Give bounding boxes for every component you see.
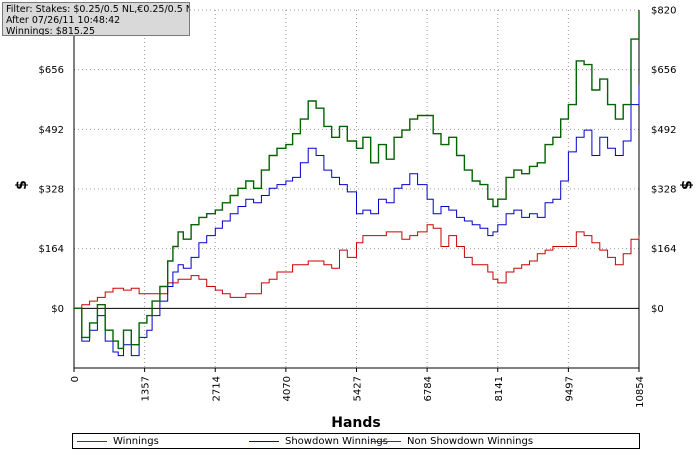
y-tick-label-right: $164 (651, 244, 676, 255)
series-lines (74, 11, 640, 357)
y-axis-label-left: $ (14, 180, 30, 190)
x-tick-label: 1357 (141, 376, 152, 401)
series-line-non-showdown-winnings (74, 224, 640, 309)
filter-info-box: Filter: Stakes: $0.25/0.5 NL,€0.25/0.5 N… (2, 2, 190, 36)
y-tick-label-right: $492 (651, 125, 676, 136)
series-line-winnings (74, 11, 640, 350)
legend-label-showdown: Showdown Winnings (285, 436, 388, 447)
y-ticks-right: $820 $656 $492 $328 $164 $0 (651, 6, 676, 315)
x-axis-label: Hands (331, 415, 381, 431)
filter-text: Filter: Stakes: $0.25/0.5 NL,€0.25/0.5 N… (6, 4, 190, 15)
series-line-showdown-winnings (74, 84, 640, 357)
y-tick-label-right: $328 (651, 185, 676, 196)
x-tick-label: 6784 (423, 376, 434, 401)
legend-item-winnings: Winnings (77, 435, 159, 448)
x-tick-label: 2714 (211, 376, 222, 401)
y-tick-label-right: $656 (651, 65, 676, 76)
y-tick-label-left: $656 (39, 65, 64, 76)
x-tick-label: 4070 (282, 376, 293, 401)
y-tick-label-right: $820 (651, 6, 676, 17)
legend: Winnings Showdown Winnings Non Showdown … (72, 433, 640, 449)
x-ticks: 0 1357 2714 4070 5427 6784 8141 9497 10854 (70, 368, 646, 408)
y-tick-label-left: $164 (39, 244, 64, 255)
x-tick-label: 5427 (353, 376, 364, 401)
y-tick-label-left: $328 (39, 185, 64, 196)
y-tick-label-left: $0 (51, 304, 64, 315)
winnings-total-text: Winnings: $815.25 (6, 26, 96, 36)
legend-swatch-non-showdown (371, 440, 401, 442)
x-tick-label: 8141 (494, 376, 505, 401)
x-tick-label: 9497 (564, 376, 575, 401)
legend-item-non-showdown: Non Showdown Winnings (371, 435, 533, 448)
x-tick-label: 10854 (635, 376, 646, 408)
legend-item-showdown: Showdown Winnings (249, 435, 388, 448)
x-tick-label: 0 (70, 376, 81, 382)
y-tick-label-right: $0 (651, 304, 664, 315)
legend-label-non-showdown: Non Showdown Winnings (407, 436, 534, 447)
legend-label-winnings: Winnings (113, 436, 159, 447)
legend-swatch-winnings (77, 440, 107, 442)
legend-swatch-showdown (249, 440, 279, 442)
y-axis-label-right: $ (678, 180, 694, 190)
after-date-text: After 07/26/11 10:48:42 (6, 15, 121, 26)
y-tick-label-left: $492 (39, 125, 64, 136)
